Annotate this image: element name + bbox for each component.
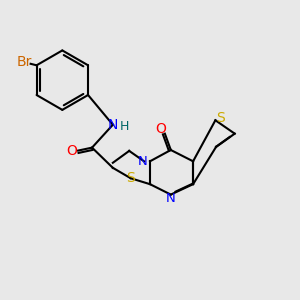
Text: Br: Br [17, 55, 32, 69]
Text: N: N [138, 155, 147, 168]
Text: S: S [126, 171, 135, 185]
Text: N: N [108, 118, 118, 132]
Text: S: S [216, 111, 225, 125]
Text: N: N [166, 192, 176, 205]
Text: O: O [155, 122, 166, 136]
Text: H: H [119, 120, 129, 133]
Text: O: O [66, 144, 77, 158]
